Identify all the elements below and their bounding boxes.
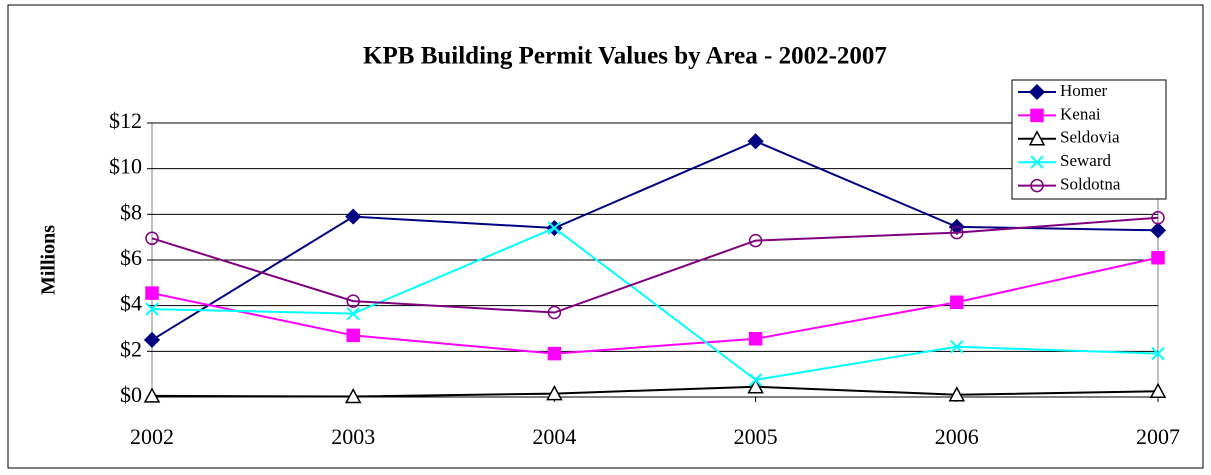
data-point [1151,346,1165,361]
x-tick-label: 2004 [532,424,576,449]
data-point [145,302,159,316]
data-point [1149,382,1167,399]
chart-title: KPB Building Permit Values by Area - 200… [363,43,887,70]
data-point [748,373,763,387]
data-point [747,378,764,394]
data-point [346,294,360,308]
data-point [143,331,161,348]
data-point [1149,222,1167,239]
series-line [151,385,1159,398]
y-tick-label: $12 [109,108,142,133]
data-point [747,133,764,150]
data-point [344,387,362,404]
x-tick-label: 2007 [1136,424,1180,449]
series-line [151,216,1159,314]
data-point [547,305,562,320]
data-point [547,221,562,235]
x-tick-label: 2003 [331,424,375,449]
legend-label: Seldovia [1060,128,1120,147]
data-point [948,386,966,402]
data-point [346,328,360,343]
data-point [546,384,563,401]
data-point [145,231,159,246]
legend-label: Kenai [1060,104,1101,123]
data-point [145,286,159,300]
data-point [950,340,964,354]
legend-marker [1028,130,1046,146]
data-point [748,332,763,346]
x-tick-label: 2005 [734,424,778,449]
legend-label: Homer [1060,81,1108,100]
legend-marker [1028,83,1046,101]
series-line [151,140,1159,341]
y-tick-label: $6 [120,245,142,270]
legend-marker [1030,178,1044,193]
legend-marker [1030,108,1044,123]
data-point [1151,211,1165,225]
legend-label: Seward [1060,151,1111,170]
x-tick-label: 2006 [935,424,979,449]
series-line [151,226,1159,381]
y-tick-label: $2 [120,336,142,361]
data-point [950,225,964,240]
data-point [143,387,161,403]
data-point [748,233,763,248]
x-tick-label: 2002 [130,424,174,449]
legend-label: Soldotna [1060,175,1121,194]
data-point [547,346,562,361]
data-point [345,208,362,225]
y-tick-label: $8 [120,199,142,224]
data-point [346,306,360,321]
y-tick-label: $10 [109,154,142,179]
data-point [1151,250,1165,265]
y-tick-label: $0 [120,382,142,407]
legend-marker [1030,155,1044,169]
y-tick-label: $4 [120,291,142,316]
series-line [151,256,1159,355]
data-point [950,295,964,309]
y-axis-label: Millions [38,225,60,295]
